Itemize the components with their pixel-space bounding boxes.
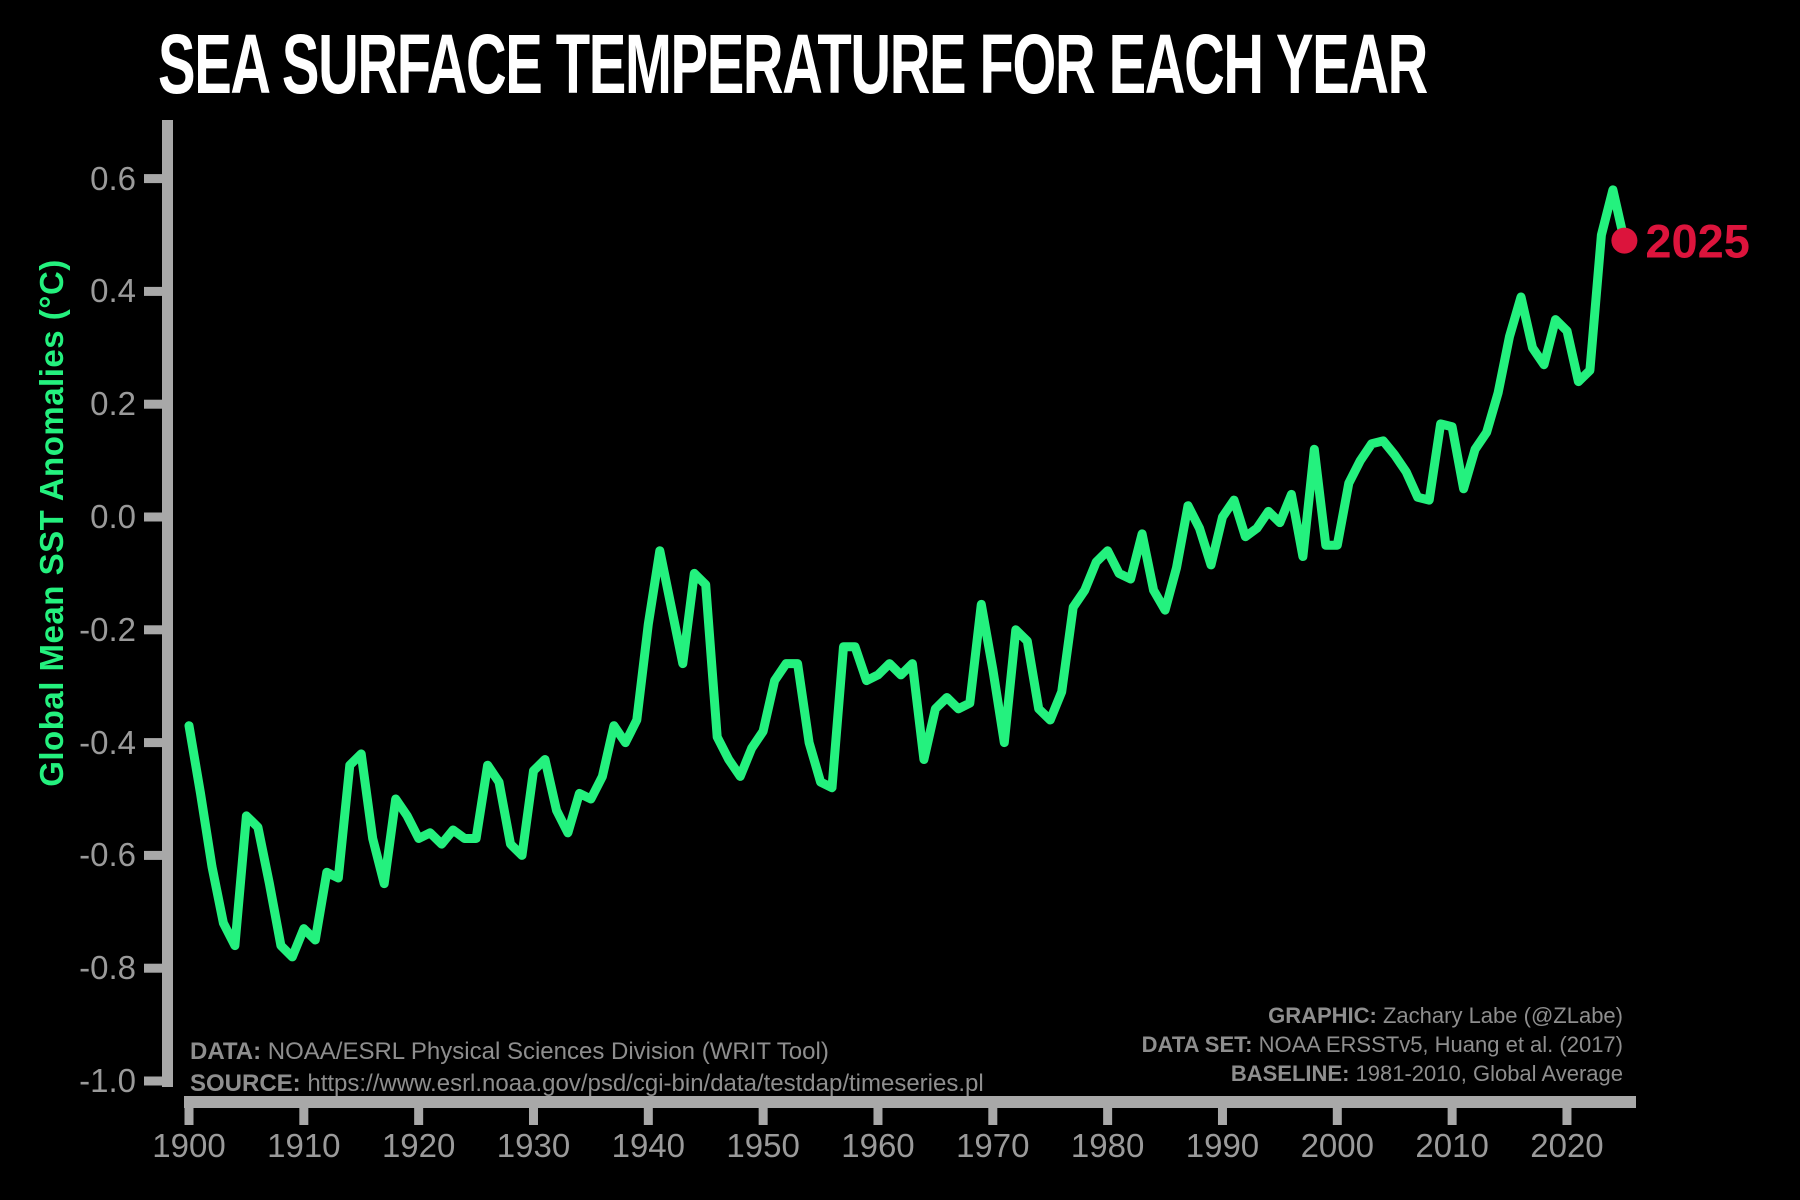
y-tick	[144, 850, 163, 860]
x-tick-label: 1960	[841, 1127, 915, 1164]
footer-source-text: https://www.esrl.noaa.gov/psd/cgi-bin/da…	[300, 1070, 984, 1097]
footer-graphic-line: GRAPHIC: Zachary Labe (@ZLabe)	[1142, 1001, 1623, 1030]
footer-dataset-prefix: DATA SET:	[1141, 1032, 1253, 1057]
y-tick	[144, 399, 163, 409]
y-tick-marks	[144, 174, 163, 1086]
y-tick-label: -0.2	[79, 610, 136, 648]
highlight-dot-2025	[1611, 227, 1638, 254]
footer-data-text: NOAA/ESRL Physical Sciences Division (WR…	[261, 1038, 829, 1065]
x-tick	[414, 1108, 424, 1125]
footer-dataset-text: NOAA ERSSTv5, Huang et al. (2017)	[1252, 1032, 1623, 1057]
x-tick-label: 1920	[381, 1127, 456, 1164]
y-tick-label: -1.0	[79, 1062, 136, 1099]
x-tick	[1332, 1108, 1342, 1125]
x-tick-label: 1910	[267, 1127, 341, 1164]
x-tick-label: 1900	[152, 1127, 226, 1164]
x-tick	[643, 1108, 653, 1125]
x-tick-label: 1980	[1070, 1127, 1145, 1164]
y-tick-label: -0.6	[79, 836, 136, 874]
x-tick-label: 2000	[1300, 1127, 1374, 1164]
y-tick	[144, 286, 163, 296]
footer-source-prefix: SOURCE:	[190, 1070, 301, 1097]
x-tick	[1447, 1108, 1457, 1125]
x-tick	[184, 1108, 194, 1125]
x-tick	[528, 1108, 538, 1125]
sst-anomaly-line	[184, 185, 1629, 962]
x-tick-label: 2020	[1530, 1127, 1604, 1164]
footer-baseline-text: 1981-2010, Global Average	[1349, 1061, 1623, 1086]
y-tick	[144, 738, 163, 748]
footer-source-line: SOURCE: https://www.esrl.noaa.gov/psd/cg…	[190, 1068, 984, 1100]
footer-credits: GRAPHIC: Zachary Labe (@ZLabe) DATA SET:…	[1142, 1001, 1623, 1088]
x-tick-label: 1930	[496, 1127, 571, 1164]
footer-graphic-text: Zachary Labe (@ZLabe)	[1376, 1003, 1623, 1028]
footer-baseline-prefix: BASELINE:	[1230, 1061, 1350, 1086]
footer-data-prefix: DATA:	[190, 1038, 262, 1065]
y-tick	[144, 512, 163, 522]
x-tick	[988, 1108, 998, 1125]
footer-graphic-prefix: GRAPHIC:	[1268, 1003, 1377, 1028]
chart-title: SEA SURFACE TEMPERATURE FOR EACH YEAR	[158, 17, 1428, 111]
y-tick-label: 0.2	[90, 385, 136, 423]
y-tick-label: 0.0	[90, 498, 136, 535]
y-tick	[144, 1076, 163, 1086]
y-tick-label: -0.8	[79, 949, 136, 987]
footer-data-source: DATA: NOAA/ESRL Physical Sciences Divisi…	[190, 1036, 984, 1100]
y-tick	[144, 625, 163, 635]
x-axis-spine	[184, 1096, 1636, 1108]
y-tick	[144, 174, 163, 184]
y-tick-label: 0.4	[90, 272, 136, 310]
footer-data-line: DATA: NOAA/ESRL Physical Sciences Divisi…	[190, 1036, 984, 1068]
x-tick-marks	[184, 1108, 1572, 1125]
x-tick-label: 2010	[1415, 1127, 1489, 1164]
x-tick-label: 1940	[611, 1127, 686, 1164]
annotation-2025: 2025	[1645, 214, 1750, 268]
y-axis-spine	[162, 120, 173, 1087]
x-tick	[1103, 1108, 1113, 1125]
x-tick-label: 1970	[956, 1127, 1030, 1164]
x-tick-label: 1950	[726, 1127, 800, 1164]
x-tick	[1562, 1108, 1572, 1125]
footer-dataset-line: DATA SET: NOAA ERSSTv5, Huang et al. (20…	[1142, 1030, 1623, 1059]
footer-baseline-line: BASELINE: 1981-2010, Global Average	[1142, 1059, 1623, 1088]
x-tick	[299, 1108, 309, 1125]
y-tick-label: -0.4	[79, 723, 136, 761]
y-tick	[144, 963, 163, 973]
x-tick-label: 1990	[1185, 1127, 1260, 1164]
x-tick	[873, 1108, 883, 1125]
x-tick	[1217, 1108, 1227, 1125]
y-tick-label: 0.6	[90, 159, 136, 197]
x-tick	[758, 1108, 768, 1125]
